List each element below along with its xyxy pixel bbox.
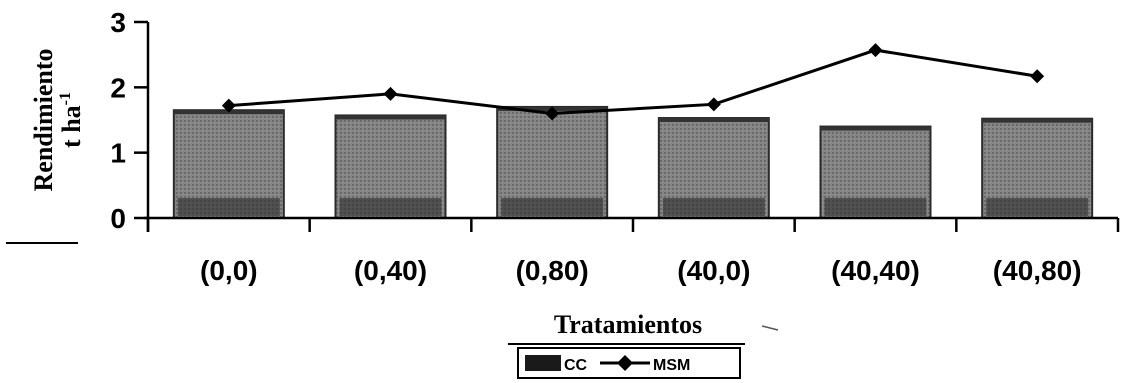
x-tick-label-4: (40,0): [677, 255, 750, 286]
legend-swatch-msm-marker: [617, 355, 633, 371]
labels-layer: 0 1 2 3 (0,0) (0,40) (0,80) (40,0) (40,40) (40,80…: [110, 7, 1081, 286]
bar-cc-1: [172, 109, 285, 219]
y-tick-label-0: 0: [110, 203, 126, 234]
bar-cc-3: [496, 105, 609, 219]
legend-label-msm: MSM: [653, 357, 690, 374]
point-msm-4: [706, 97, 721, 112]
x-tick-label-1: (0,0): [200, 255, 258, 286]
bar-cc-5: [819, 125, 932, 219]
stray-mark: [761, 325, 779, 331]
y-axis-label-units: t ha-1: [57, 92, 86, 148]
x-axis-label: Tratamientos: [554, 310, 702, 339]
series-msm-line: [228, 48, 1038, 115]
bars-layer: [172, 105, 1094, 219]
y-tick-label-1: 1: [110, 138, 126, 169]
point-msm-6: [1030, 69, 1045, 84]
x-tick-label-5: (40,40): [831, 255, 920, 286]
point-msm-1: [221, 98, 236, 113]
bar-cc-4: [657, 117, 770, 219]
point-msm-2: [383, 86, 398, 101]
x-tick-label-3: (0,80): [516, 255, 589, 286]
bar-cc-2: [334, 114, 447, 219]
legend: CC MSM: [517, 347, 741, 379]
y-axis-label: Rendimiento: [29, 49, 58, 192]
line-layer: [221, 43, 1045, 121]
legend-swatch-cc: [525, 355, 561, 371]
x-tick-label-6: (40,80): [993, 255, 1082, 286]
bar-cc-6: [981, 117, 1094, 219]
axes-layer: [134, 20, 1120, 232]
y-tick-label-3: 3: [110, 7, 126, 38]
y-tick-label-2: 2: [110, 72, 126, 103]
legend-label-cc: CC: [564, 357, 588, 374]
point-msm-3: [545, 106, 560, 121]
x-tick-label-2: (0,40): [354, 255, 427, 286]
point-msm-5: [868, 43, 883, 58]
